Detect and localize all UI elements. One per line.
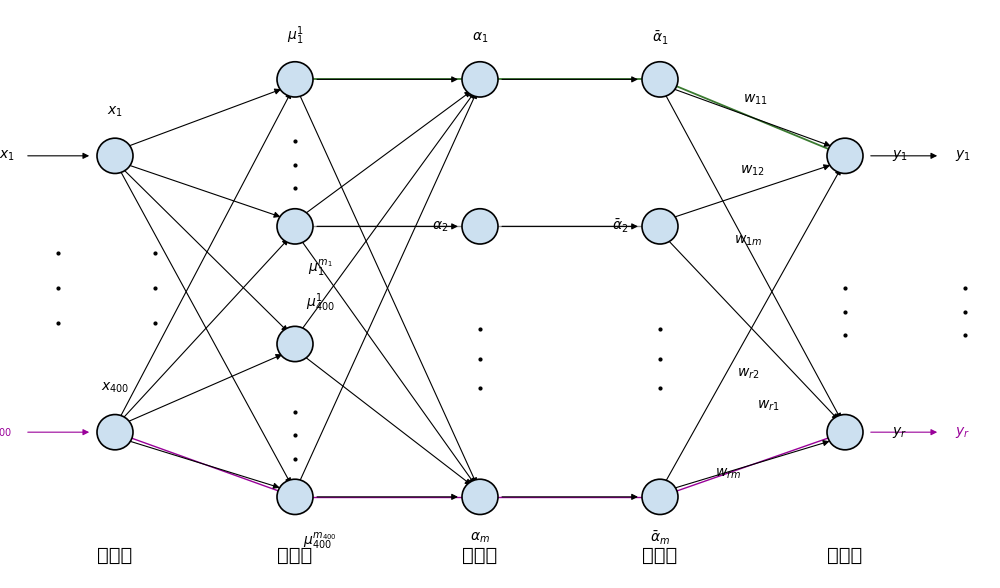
Text: $\bar{\alpha}_m$: $\bar{\alpha}_m$ [650,529,670,547]
Text: $\mu_1^{m_1}$: $\mu_1^{m_1}$ [308,257,332,278]
Text: 第三层: 第三层 [462,546,498,565]
Text: 第四层: 第四层 [642,546,678,565]
Text: $w_{r2}$: $w_{r2}$ [737,366,759,380]
Ellipse shape [642,479,678,514]
Text: $x_{400}$: $x_{400}$ [0,425,12,439]
Text: $\mu_{400}^{m_{400}}$: $\mu_{400}^{m_{400}}$ [303,530,337,552]
Text: $y_1$: $y_1$ [955,148,971,163]
Text: $x_{400}$: $x_{400}$ [101,381,129,395]
Ellipse shape [277,62,313,97]
Ellipse shape [277,479,313,514]
Text: 第五层: 第五层 [827,546,863,565]
Ellipse shape [97,415,133,450]
Text: $\bar{\alpha}_2$: $\bar{\alpha}_2$ [612,218,628,235]
Ellipse shape [827,138,863,173]
Ellipse shape [827,415,863,450]
Text: $w_{12}$: $w_{12}$ [740,163,764,178]
Ellipse shape [642,62,678,97]
Text: $\alpha_1$: $\alpha_1$ [472,31,488,45]
Ellipse shape [642,209,678,244]
Text: $\alpha_m$: $\alpha_m$ [470,531,490,545]
Ellipse shape [97,138,133,173]
Ellipse shape [462,209,498,244]
Text: $\alpha_2$: $\alpha_2$ [432,219,448,233]
Text: $x_1$: $x_1$ [107,105,123,119]
Text: $\mu_1^1$: $\mu_1^1$ [287,24,303,46]
Text: 第一层: 第一层 [97,546,133,565]
Ellipse shape [277,209,313,244]
Text: $\mu_{400}^1$: $\mu_{400}^1$ [306,292,334,314]
Text: $\bar{\alpha}_1$: $\bar{\alpha}_1$ [652,29,668,47]
Text: $y_r$: $y_r$ [955,425,970,440]
Ellipse shape [462,62,498,97]
Text: $w_{1m}$: $w_{1m}$ [734,234,762,248]
Text: $w_{r1}$: $w_{r1}$ [757,399,779,413]
Text: $y_r$: $y_r$ [892,425,908,440]
Text: $y_1$: $y_1$ [892,148,908,163]
Text: $w_{11}$: $w_{11}$ [743,93,767,107]
Text: 第二层: 第二层 [277,546,313,565]
Text: $x_1$: $x_1$ [0,149,15,163]
Ellipse shape [277,326,313,362]
Ellipse shape [462,479,498,514]
Text: $w_{rm}$: $w_{rm}$ [715,466,741,480]
